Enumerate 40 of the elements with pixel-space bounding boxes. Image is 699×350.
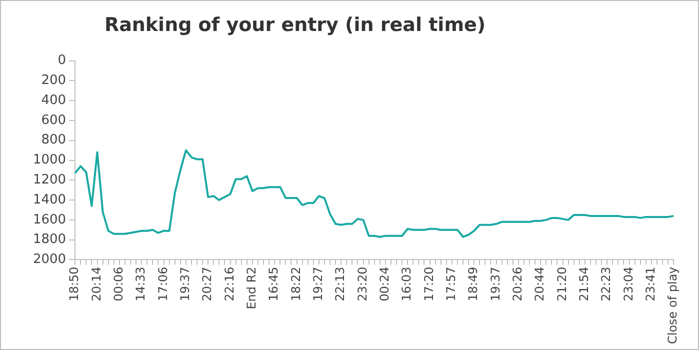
x-tick-label: 23:41 — [644, 266, 658, 302]
x-tick-label: 00:06 — [112, 266, 126, 302]
y-tick-label: 600 — [41, 112, 66, 128]
x-tick-label: 19:27 — [311, 266, 326, 302]
y-tick-label: 0 — [58, 53, 66, 68]
y-tick-label: 2000 — [32, 252, 66, 268]
y-tick-label: 1800 — [32, 232, 66, 248]
y-tick-label: 800 — [41, 132, 66, 148]
x-tick-label: 17:20 — [422, 266, 436, 302]
x-tick-label: 19:37 — [488, 266, 502, 302]
x-tick-label: Close of play — [666, 266, 680, 344]
y-tick-label: 1000 — [32, 152, 66, 168]
y-tick-label: 200 — [41, 73, 66, 88]
x-tick-label: 22:23 — [599, 266, 614, 302]
chart-title: Ranking of your entry (in real time) — [103, 14, 487, 36]
y-tick-label: 1200 — [32, 172, 66, 188]
y-tick-label: 1600 — [32, 212, 66, 228]
x-tick-label: 20:44 — [532, 266, 547, 302]
x-tick-label: 17:06 — [156, 266, 170, 302]
x-tick-label: 23:20 — [355, 266, 370, 302]
x-tick-label: End R2 — [244, 266, 259, 310]
x-tick-label: 20:27 — [200, 266, 214, 302]
x-tick-label: 00:24 — [378, 266, 392, 302]
x-tick-label: 18:22 — [288, 266, 303, 302]
x-tick-label: 20:26 — [510, 266, 525, 302]
x-tick-label: 23:04 — [621, 266, 636, 302]
y-tick-label: 1400 — [32, 192, 66, 208]
x-tick-label: 16:45 — [266, 266, 281, 302]
x-tick-label: 19:37 — [178, 266, 192, 302]
x-tick-label: 18:50 — [67, 266, 82, 302]
x-tick-label: 22:13 — [333, 266, 348, 302]
x-tick-label: 22:16 — [222, 266, 236, 302]
x-tick-label: 21:54 — [577, 266, 592, 302]
x-tick-label: 17:57 — [444, 266, 458, 302]
x-tick-label: 14:33 — [134, 266, 148, 302]
x-tick-label: 16:03 — [400, 266, 414, 302]
x-tick-label: 20:14 — [89, 266, 104, 302]
x-tick-label: 21:20 — [554, 266, 569, 302]
x-tick-label: 18:49 — [466, 266, 480, 302]
y-tick-label: 400 — [41, 92, 66, 108]
